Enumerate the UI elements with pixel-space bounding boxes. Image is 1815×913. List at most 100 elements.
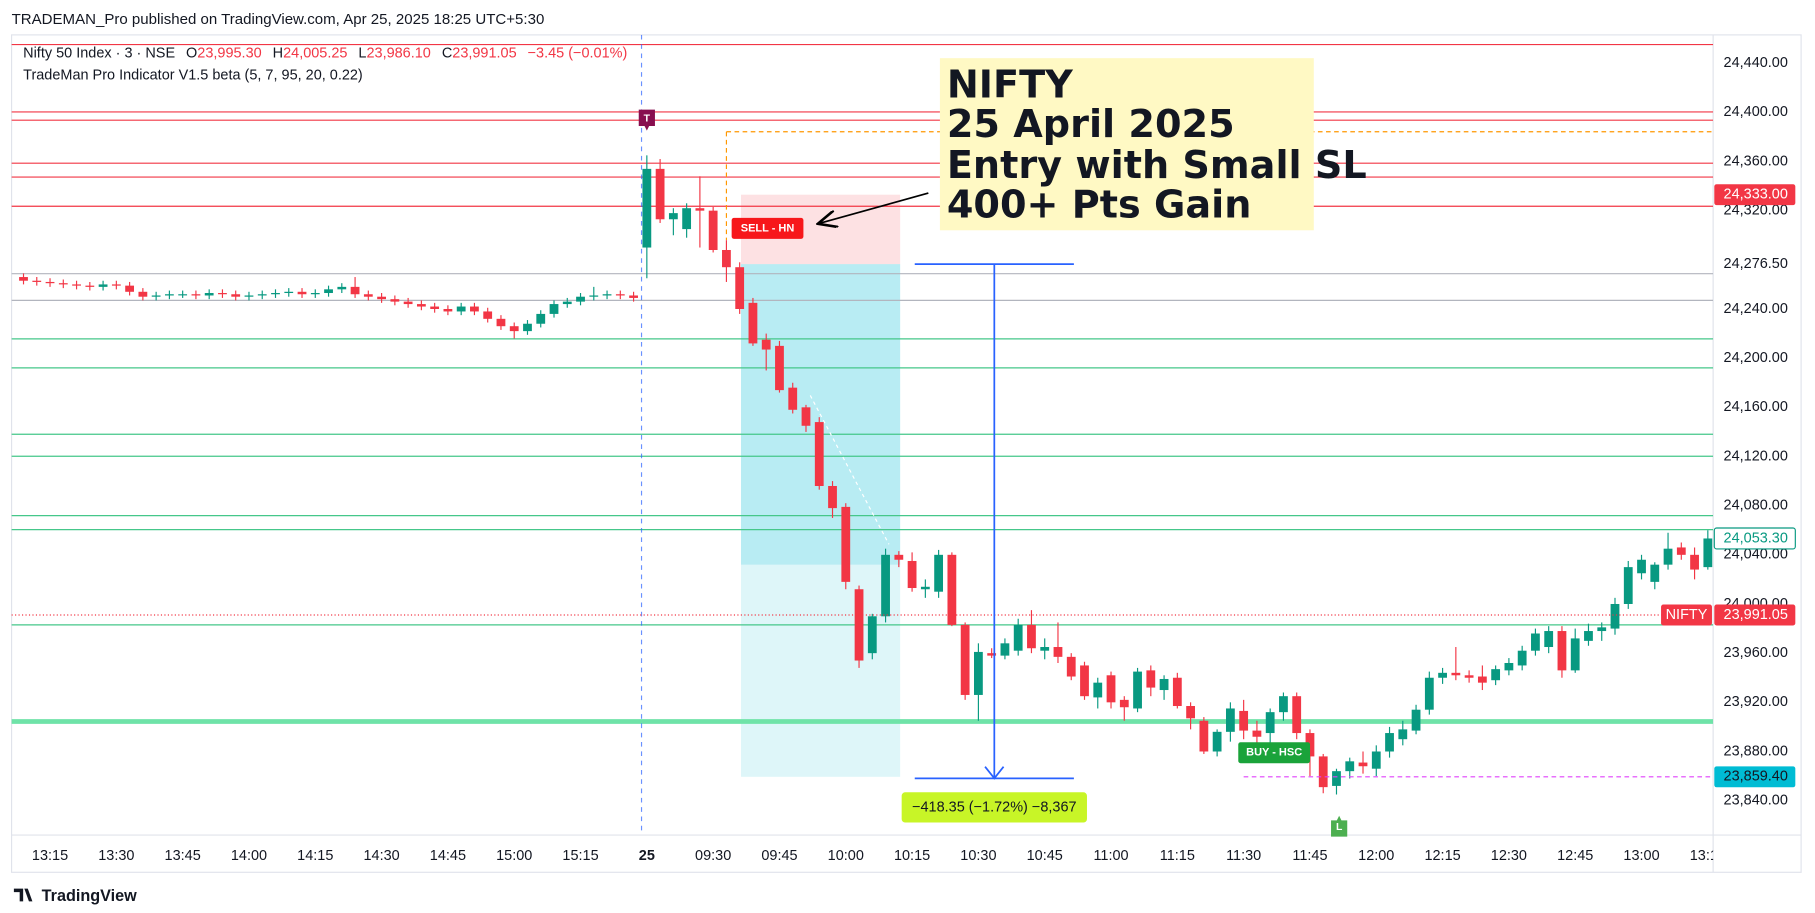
candle-body <box>867 616 877 654</box>
candle-body <box>602 294 612 296</box>
x-tick-label: 13:45 <box>165 848 201 864</box>
candle-body <box>350 286 360 295</box>
candle-body <box>788 387 798 410</box>
x-tick-label: 10:15 <box>894 848 930 864</box>
candle-body <box>416 304 426 307</box>
x-tick-label: 12:30 <box>1491 848 1527 864</box>
candle-body <box>1398 729 1408 740</box>
x-tick-label: 13:15 <box>1690 848 1726 864</box>
overlays <box>11 34 1714 836</box>
signal-label: L <box>1336 822 1343 833</box>
price-label: 23,859.40 <box>1724 769 1788 785</box>
candle-body <box>1451 672 1461 676</box>
x-tick-label: 14:00 <box>231 848 267 864</box>
candle-body <box>1504 662 1514 671</box>
price-label-box <box>1714 766 1796 788</box>
candle-body <box>430 306 440 309</box>
candle-body <box>761 339 771 350</box>
candle-body <box>377 296 386 300</box>
candle-body <box>589 295 599 297</box>
candle-body <box>1371 751 1381 769</box>
y-tick-label: 24,320.00 <box>1724 202 1788 218</box>
candle-body <box>1703 538 1713 568</box>
candle-body <box>1199 720 1209 752</box>
candle-body <box>775 345 784 391</box>
y-tick-label: 24,120.00 <box>1724 448 1788 464</box>
x-tick-label: 09:45 <box>761 848 797 864</box>
x-tick-label: 14:15 <box>297 848 333 864</box>
candle-body <box>536 313 546 324</box>
candle-body <box>1650 564 1660 582</box>
candle-body <box>1690 554 1699 570</box>
candle-body <box>1172 677 1182 707</box>
levels <box>11 44 1714 724</box>
candle-body <box>271 293 280 295</box>
candle-body <box>1252 730 1262 737</box>
legend-key: C <box>442 45 452 61</box>
candle-body <box>1610 603 1620 629</box>
price-label: 24,276.50 <box>1724 256 1788 272</box>
candle-body <box>722 249 731 268</box>
x-tick-label: 11:00 <box>1093 848 1128 864</box>
y-tick-label: 24,440.00 <box>1724 55 1788 71</box>
candle-body <box>1676 547 1686 555</box>
signal-label: SELL - HN <box>741 222 795 234</box>
candle-body <box>1544 631 1554 648</box>
annotation-line: 400+ Pts Gain <box>947 182 1252 227</box>
candle-body <box>1000 643 1010 656</box>
candle-body <box>58 283 68 285</box>
candle-body <box>1332 771 1341 786</box>
candle-body <box>324 289 333 294</box>
plot <box>11 34 1714 836</box>
signal-tag <box>731 217 804 239</box>
candle-body <box>390 299 400 302</box>
symbol: Nifty 50 Index · 3 · NSE <box>23 45 175 61</box>
candle-body <box>1212 731 1222 752</box>
candle-body <box>1517 650 1527 666</box>
candle-body <box>934 554 944 592</box>
candle-body <box>1531 633 1540 651</box>
candle-body <box>881 554 890 617</box>
candle-body <box>1066 656 1076 677</box>
y-tick-label: 24,040.00 <box>1724 547 1788 563</box>
legend-value: 23,991.05 <box>452 45 516 61</box>
candle-body <box>841 506 851 582</box>
price-label-box <box>1714 253 1796 275</box>
candle-body <box>615 294 625 296</box>
y-tick-label: 23,880.00 <box>1724 743 1788 759</box>
candle-body <box>814 422 824 486</box>
candle-body <box>178 294 188 296</box>
candle-body <box>1080 665 1089 697</box>
signal-marker <box>1331 815 1348 837</box>
candle-body <box>1411 709 1421 731</box>
legend-change: −3.45 (−0.01%) <box>528 45 628 61</box>
price-tag-box <box>1661 604 1712 626</box>
candle-body <box>470 306 479 312</box>
candle-body <box>98 284 108 287</box>
candle-body <box>218 293 227 295</box>
candle-body <box>748 302 758 344</box>
y-tick-label: 24,160.00 <box>1724 399 1788 415</box>
candle-body <box>1464 675 1474 678</box>
candle-body <box>1027 624 1036 649</box>
target-zone <box>741 564 901 777</box>
candle-body <box>403 301 413 305</box>
x-tick-label: 14:30 <box>363 848 399 864</box>
candle-body <box>443 308 453 312</box>
candle-body <box>509 326 519 332</box>
candle-body <box>854 589 864 661</box>
candle-body <box>523 323 532 332</box>
candle-body <box>257 294 267 296</box>
x-tick-label: 12:00 <box>1358 848 1394 864</box>
candle-body <box>231 294 241 297</box>
candle-body <box>828 485 837 509</box>
publisher: TRADEMAN_Pro published on TradingView.co… <box>12 11 545 28</box>
signal-label: T <box>644 114 651 125</box>
candle-body <box>682 208 692 230</box>
candle-body <box>19 277 28 281</box>
price-label-box <box>1714 604 1796 626</box>
candle-body <box>907 560 917 589</box>
price-tag: NIFTY <box>1666 607 1708 623</box>
x-tick-label: 13:00 <box>1623 848 1659 864</box>
candle-body <box>456 306 466 312</box>
